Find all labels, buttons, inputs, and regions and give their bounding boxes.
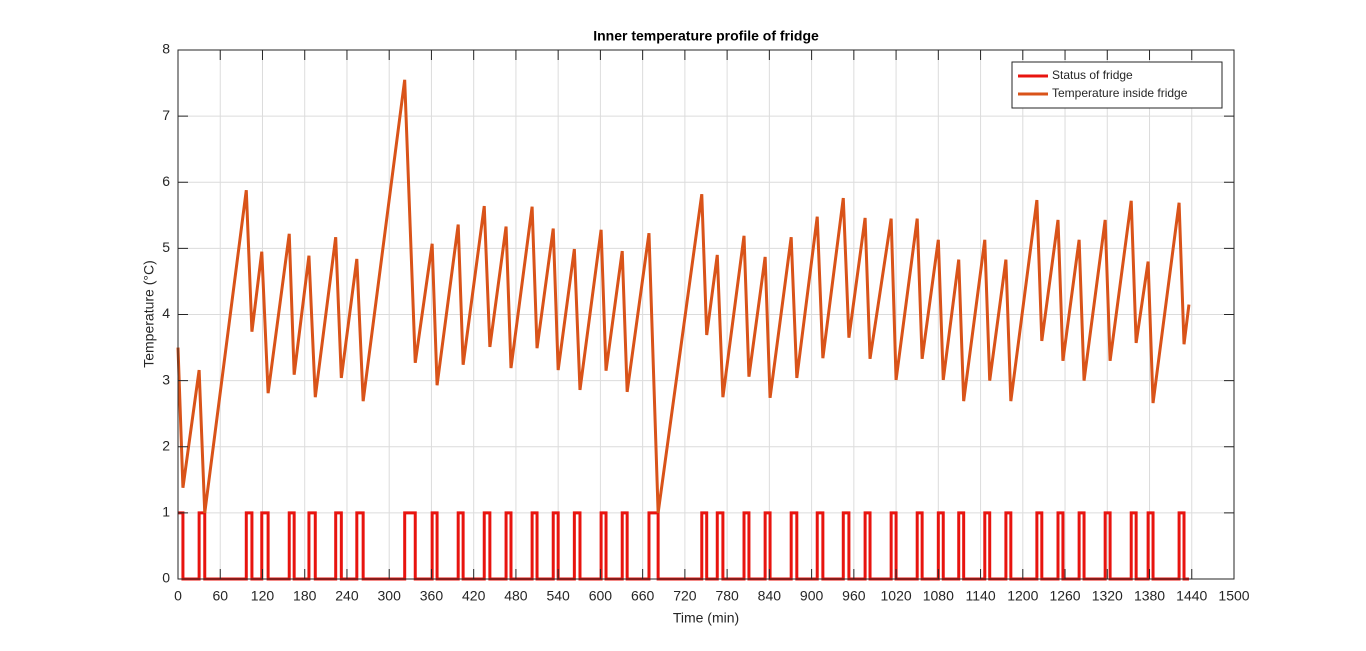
- x-tick-label: 1380: [1134, 588, 1165, 604]
- x-tick-label: 420: [462, 588, 486, 604]
- y-tick-label: 7: [162, 107, 170, 123]
- x-tick-label: 840: [758, 588, 782, 604]
- y-tick-label: 6: [162, 173, 170, 189]
- x-tick-label: 360: [420, 588, 444, 604]
- y-tick-label: 8: [162, 41, 170, 57]
- legend-box: [1011, 61, 1223, 109]
- x-tick-label: 1500: [1218, 588, 1249, 604]
- x-tick-label: 1020: [881, 588, 912, 604]
- y-tick-label: 2: [162, 437, 170, 453]
- legend: Status of fridge Temperature inside fridg…: [1011, 61, 1223, 109]
- x-tick-label: 540: [546, 588, 570, 604]
- x-tick-label: 660: [631, 588, 655, 604]
- x-tick-label: 180: [293, 588, 317, 604]
- x-tick-label: 240: [335, 588, 359, 604]
- x-tick-label: 480: [504, 588, 528, 604]
- y-axis-label: Temperature (°C): [141, 260, 157, 368]
- x-tick-label: 600: [589, 588, 613, 604]
- x-tick-label: 780: [715, 588, 739, 604]
- legend-label: Status of fridge: [1052, 68, 1133, 82]
- x-tick-label: 1200: [1007, 588, 1038, 604]
- y-tick-label: 5: [162, 239, 170, 255]
- x-tick-label: 120: [251, 588, 275, 604]
- x-tick-label: 300: [378, 588, 402, 604]
- x-tick-label: 960: [842, 588, 866, 604]
- x-tick-label: 1080: [923, 588, 954, 604]
- ticks: 0 60 120 180 240 300 360 420 480 540 600 660 720 780 8…: [162, 41, 1250, 604]
- x-tick-label: 1140: [966, 588, 996, 604]
- y-tick-label: 4: [162, 305, 170, 321]
- y-tick-label: 1: [162, 504, 170, 520]
- x-tick-label: 60: [212, 588, 228, 604]
- x-tick-label: 1440: [1176, 588, 1207, 604]
- x-tick-label: 1320: [1092, 588, 1123, 604]
- y-tick-label: 0: [162, 570, 170, 586]
- y-tick-label: 3: [162, 371, 170, 387]
- x-tick-label: 0: [174, 588, 182, 604]
- legend-label: Temperature inside fridge: [1052, 86, 1188, 100]
- x-tick-label: 1260: [1049, 588, 1080, 604]
- x-axis-label: Time (min): [673, 610, 739, 626]
- x-tick-label: 900: [800, 588, 824, 604]
- x-tick-label: 720: [673, 588, 697, 604]
- chart-title: Inner temperature profile of fridge: [593, 28, 819, 44]
- series-line: [176, 79, 1191, 514]
